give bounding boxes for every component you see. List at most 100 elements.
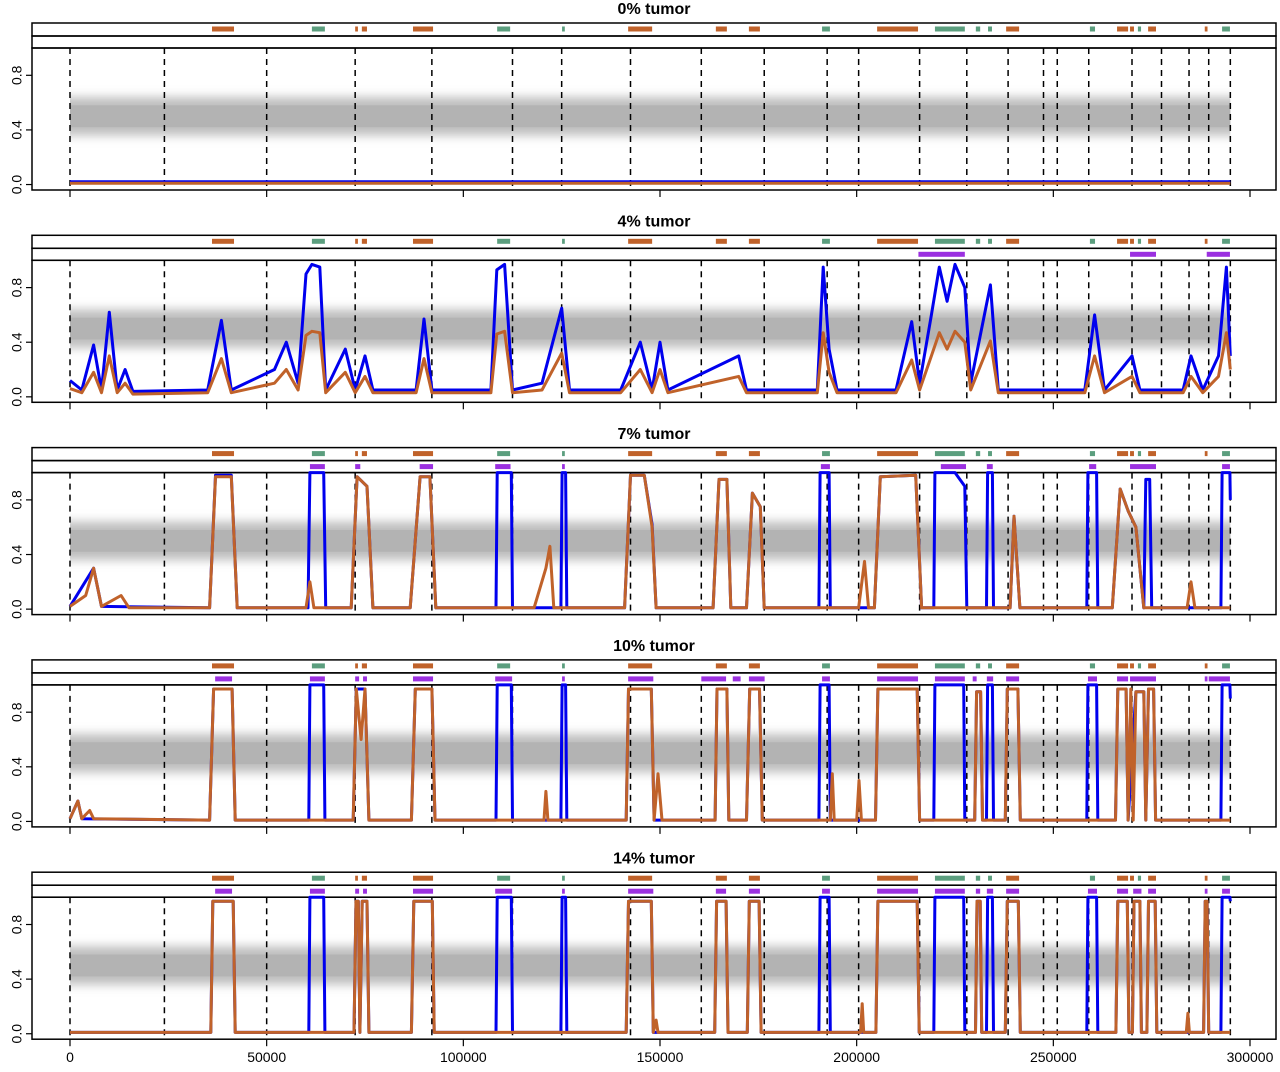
segment [412, 451, 434, 457]
segment [1006, 451, 1020, 457]
segment [628, 888, 654, 894]
segment [877, 676, 919, 682]
segment [934, 888, 965, 894]
segment [822, 888, 830, 894]
segment [562, 451, 565, 457]
plot-frame [31, 259, 1277, 404]
segment [1087, 676, 1097, 682]
segment [701, 676, 727, 682]
segment [412, 676, 434, 682]
segment [934, 26, 965, 32]
segment [748, 26, 760, 32]
segment [748, 451, 760, 457]
segment [1089, 26, 1096, 32]
segment [1130, 663, 1134, 669]
segment [822, 663, 830, 669]
segment [628, 451, 653, 457]
segment [1006, 676, 1020, 682]
segment [877, 26, 919, 32]
snp-cloud-core [70, 954, 1231, 977]
segment [562, 464, 565, 470]
y-tick-label: 0.4 [9, 969, 25, 989]
segment [309, 888, 325, 894]
series-line [68, 687, 1231, 822]
segment [975, 26, 981, 32]
segment [986, 888, 994, 894]
segment [988, 875, 992, 881]
segment [1148, 875, 1156, 881]
segment [715, 238, 727, 244]
segment [1130, 875, 1134, 881]
segment [934, 875, 965, 881]
segment [1204, 451, 1208, 457]
segment [412, 26, 434, 32]
snp-cloud-core [70, 742, 1231, 765]
y-tick-label: 0.0 [9, 175, 25, 195]
segment [1117, 238, 1129, 244]
segment [1130, 251, 1156, 257]
segment [715, 888, 727, 894]
y-tick-label: 0.0 [9, 599, 25, 619]
segment [355, 875, 358, 881]
segment [820, 464, 830, 470]
segment [1117, 888, 1129, 894]
segment [877, 663, 919, 669]
segment [361, 238, 367, 244]
snp-cloud-core [70, 529, 1231, 552]
segment [1130, 676, 1156, 682]
segment [715, 663, 727, 669]
segment [628, 238, 653, 244]
segment [877, 238, 919, 244]
segment [1222, 464, 1230, 470]
segment [877, 875, 919, 881]
panel-title: 4% tumor [618, 214, 691, 231]
segment [1137, 26, 1142, 32]
segment [1204, 663, 1208, 669]
segment [1204, 888, 1208, 894]
segment [412, 663, 434, 669]
segment [211, 26, 235, 32]
series-line [69, 329, 1232, 396]
segment [497, 26, 511, 32]
segment [562, 238, 565, 244]
x-tick-label: 200000 [833, 1049, 880, 1065]
snp-cloud-core [70, 105, 1231, 128]
segment [1204, 26, 1208, 32]
segment [1089, 663, 1096, 669]
y-tick-label: 0.4 [9, 545, 25, 565]
segment [1148, 26, 1156, 32]
segment [1117, 451, 1129, 457]
segment [715, 875, 727, 881]
segment [1137, 238, 1142, 244]
y-tick-label: 0.0 [9, 387, 25, 407]
track-box [31, 35, 1277, 49]
y-tick-label: 0.0 [9, 1024, 25, 1044]
segment [211, 451, 235, 457]
segment [986, 676, 994, 682]
segment [1222, 663, 1230, 669]
segment [715, 26, 727, 32]
segment [562, 26, 565, 32]
segment [1130, 464, 1156, 470]
segment [361, 26, 367, 32]
x-tick-label: 300000 [1227, 1049, 1274, 1065]
segment [363, 676, 367, 682]
segment [1137, 451, 1142, 457]
segment [628, 676, 654, 682]
y-tick-label: 0.4 [9, 120, 25, 140]
segment [562, 875, 565, 881]
snp-cloud-core [70, 317, 1231, 340]
segment [918, 251, 965, 257]
segment [311, 238, 325, 244]
segment [497, 663, 511, 669]
segment [732, 676, 741, 682]
segment [1006, 238, 1020, 244]
segment [1148, 888, 1156, 894]
segment [1222, 451, 1230, 457]
segment [311, 451, 325, 457]
segment [975, 663, 981, 669]
y-tick-label: 0.8 [9, 702, 25, 722]
segment [363, 888, 367, 894]
segment [311, 663, 325, 669]
segment [562, 888, 565, 894]
